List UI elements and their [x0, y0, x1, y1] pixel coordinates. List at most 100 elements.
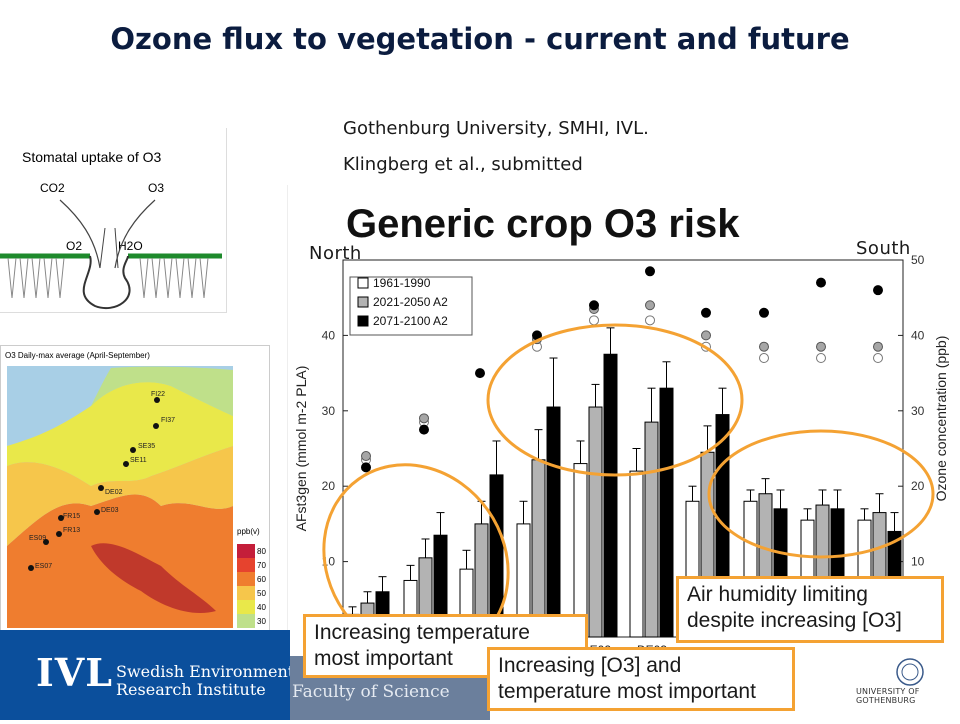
y2-axis-label: Ozone concentration (ppb) — [933, 336, 949, 502]
map-legend-swatch — [237, 544, 255, 558]
site-marker — [130, 447, 136, 453]
map-legend-swatch — [237, 586, 255, 600]
gas-arrow-1 — [99, 227, 106, 269]
bar — [573, 463, 588, 638]
map-zone-40 — [7, 382, 233, 486]
map-legend-label: 50 — [257, 589, 266, 598]
ozone-point — [816, 341, 826, 352]
map-zone-30 — [91, 366, 233, 416]
bar — [659, 387, 674, 638]
y2-tick-label: 10 — [911, 555, 925, 569]
callout-humidity: Air humidity limiting despite increasing… — [676, 576, 944, 643]
ozone-point — [475, 368, 485, 379]
map-legend-label: 30 — [257, 617, 266, 626]
ozone-point — [759, 353, 769, 364]
site-marker — [123, 461, 129, 467]
legend-label: 2071-2100 A2 — [373, 314, 448, 328]
highlight-central-region — [486, 323, 744, 477]
y-tick-label: 20 — [322, 479, 336, 493]
site-label: SE11 — [130, 457, 147, 464]
map-zone-70 — [91, 543, 216, 614]
map-legend-label: 60 — [257, 575, 266, 584]
gas-arrow-2 — [114, 227, 119, 269]
map-legend: 80 70 60 50 40 30 — [237, 544, 266, 628]
site-label: ES09 — [29, 535, 46, 542]
ozone-point — [759, 341, 769, 352]
stomatal-cavity — [82, 255, 131, 309]
bar — [489, 474, 504, 638]
site-label: SE35 — [138, 443, 155, 450]
stomata-title: Stomatal uptake of O3 — [22, 149, 162, 165]
site-label: FR13 — [63, 527, 80, 534]
map-legend-unit: ppb(v) — [237, 527, 260, 536]
chart-title: Generic crop O3 risk — [346, 202, 740, 246]
ozone-point — [816, 277, 826, 288]
map-legend-label: 80 — [257, 547, 266, 556]
map-site-labels: FI22 FI37 SE35 SE11 DE02 DE03 FR15 FR13 … — [29, 391, 175, 570]
co2-arrow — [59, 199, 101, 269]
site-marker — [56, 531, 62, 537]
ozone-point — [873, 353, 883, 364]
map-legend-swatch — [237, 614, 255, 628]
bar — [546, 406, 561, 638]
site-marker — [58, 515, 64, 521]
site-marker — [28, 565, 34, 571]
stomatal-uptake-diagram: Stomatal uptake of O3 CO2 O3 O2 H2O — [0, 128, 227, 313]
co2-label: CO2 — [40, 181, 65, 195]
site-label: FR15 — [63, 513, 80, 520]
university-seal-icon — [896, 658, 924, 686]
stomata-illustration: Stomatal uptake of O3 CO2 O3 O2 H2O — [0, 149, 222, 309]
bar — [629, 470, 644, 638]
map-title: O3 Daily-max average (April-September) — [5, 351, 150, 360]
y-tick-label: 30 — [322, 404, 336, 418]
page-title: Ozone flux to vegetation - current and f… — [110, 22, 850, 56]
ozone-point — [701, 330, 711, 341]
map-legend-swatch — [237, 600, 255, 614]
legend-label: 1961-1990 — [373, 276, 431, 290]
ozone-point — [645, 266, 655, 277]
callout-temperature: Increasing temperature most important — [303, 614, 588, 678]
site-marker — [154, 397, 160, 403]
site-marker — [94, 509, 100, 515]
callout-ozone: Increasing [O3] and temperature most imp… — [487, 647, 795, 711]
site-marker — [153, 423, 159, 429]
map-legend-swatch — [237, 558, 255, 572]
ozone-point — [759, 307, 769, 318]
ivl-name-line-2: Research Institute — [116, 680, 266, 699]
ozone-point — [361, 451, 371, 462]
faculty-label: Faculty of Science — [292, 682, 450, 702]
site-label: DE02 — [105, 489, 123, 496]
map-legend-label: 70 — [257, 561, 266, 570]
map-zone-50 — [7, 446, 233, 546]
site-label: DE03 — [101, 507, 119, 514]
o2-label: O2 — [66, 239, 82, 253]
y2-tick-label: 30 — [911, 404, 925, 418]
ozone-map: O3 Daily-max average (April-September) 8… — [0, 345, 270, 632]
bar — [644, 421, 659, 638]
h2o-label: H2O — [118, 239, 143, 253]
site-marker — [98, 485, 104, 491]
o3-arrow — [114, 199, 156, 269]
y-tick-label: 40 — [322, 328, 336, 342]
highlight-south-region — [707, 429, 935, 559]
credit-line-2: Klingberg et al., submitted — [343, 154, 583, 175]
europe-ozone-map: O3 Daily-max average (April-September) 8… — [5, 351, 266, 628]
ozone-point — [816, 353, 826, 364]
y2-tick-label: 20 — [911, 479, 925, 493]
cell-row — [7, 257, 209, 299]
legend-swatch — [357, 277, 369, 289]
bar — [603, 353, 618, 638]
legend-swatch — [357, 296, 369, 308]
ivl-logo: IVL — [36, 650, 113, 695]
y2-tick-label: 50 — [911, 253, 925, 267]
site-label: FI22 — [151, 391, 165, 398]
map-legend-label: 40 — [257, 603, 266, 612]
ozone-point — [701, 307, 711, 318]
chart-svg: Generic crop O3 risk0102030401020304050A… — [293, 202, 949, 659]
o3-label: O3 — [148, 181, 164, 195]
ozone-point — [419, 424, 429, 435]
bar — [531, 459, 546, 638]
ozone-point — [361, 462, 371, 473]
legend-swatch — [357, 315, 369, 327]
site-label: ES07 — [35, 563, 52, 570]
